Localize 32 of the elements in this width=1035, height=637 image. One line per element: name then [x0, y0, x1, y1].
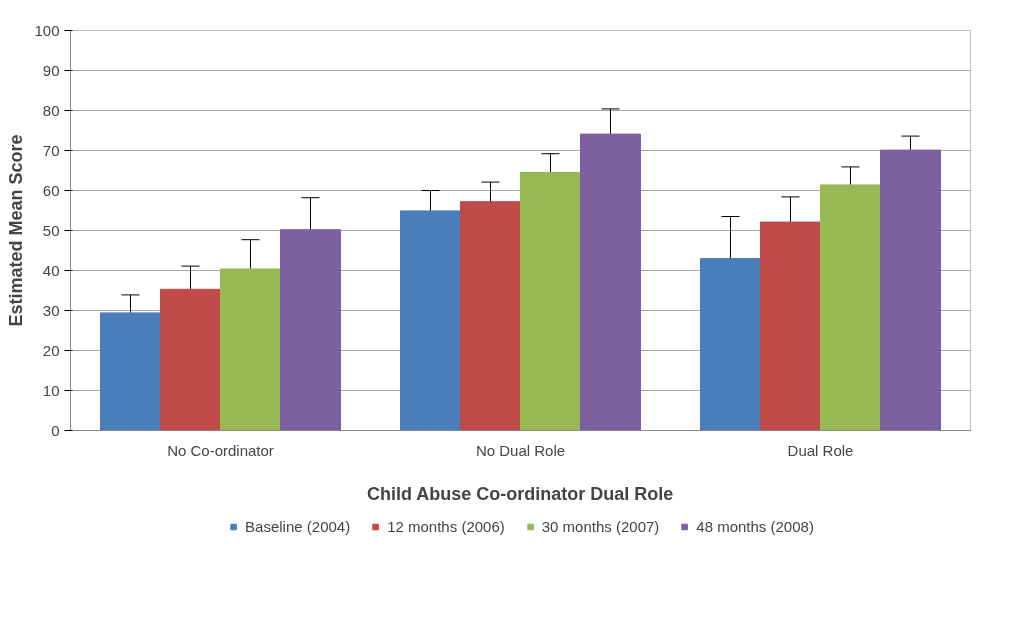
bar: [580, 133, 641, 431]
y-tick-label: 30: [42, 301, 60, 319]
y-tick-label: 90: [42, 61, 60, 79]
bar: [460, 201, 521, 431]
y-tick-label: 0: [51, 421, 60, 439]
y-tick-label: 60: [42, 181, 60, 199]
y-tick-label: 40: [42, 261, 60, 279]
y-tick-label: 50: [42, 221, 60, 239]
x-axis-title: Child Abuse Co-ordinator Dual Role: [367, 483, 674, 504]
x-tick-label: No Dual Role: [475, 441, 566, 459]
legend-label: 12 months (2006): [387, 517, 505, 535]
x-tick-label: Dual Role: [787, 441, 854, 459]
legend-label: Baseline (2004): [245, 517, 351, 535]
bar: [220, 268, 281, 431]
y-tick-label: 80: [42, 101, 60, 119]
y-axis-title: Estimated Mean Score: [6, 134, 27, 327]
legend-label: 48 months (2008): [696, 517, 814, 535]
y-tick-label: 20: [42, 341, 60, 359]
bar: [760, 221, 821, 431]
bar: [400, 210, 461, 431]
x-tick-label: No Co-ordinator: [167, 441, 274, 459]
legend-label: 30 months (2007): [541, 517, 660, 535]
bar: [280, 229, 341, 431]
bar: [100, 312, 161, 431]
bar: [820, 184, 881, 431]
bar: [520, 172, 581, 431]
bar: [700, 258, 761, 431]
bar: [160, 288, 221, 431]
bar: [880, 149, 941, 431]
y-tick-label: 10: [42, 381, 60, 399]
y-tick-label: 100: [34, 21, 60, 39]
y-tick-label: 70: [42, 141, 60, 159]
